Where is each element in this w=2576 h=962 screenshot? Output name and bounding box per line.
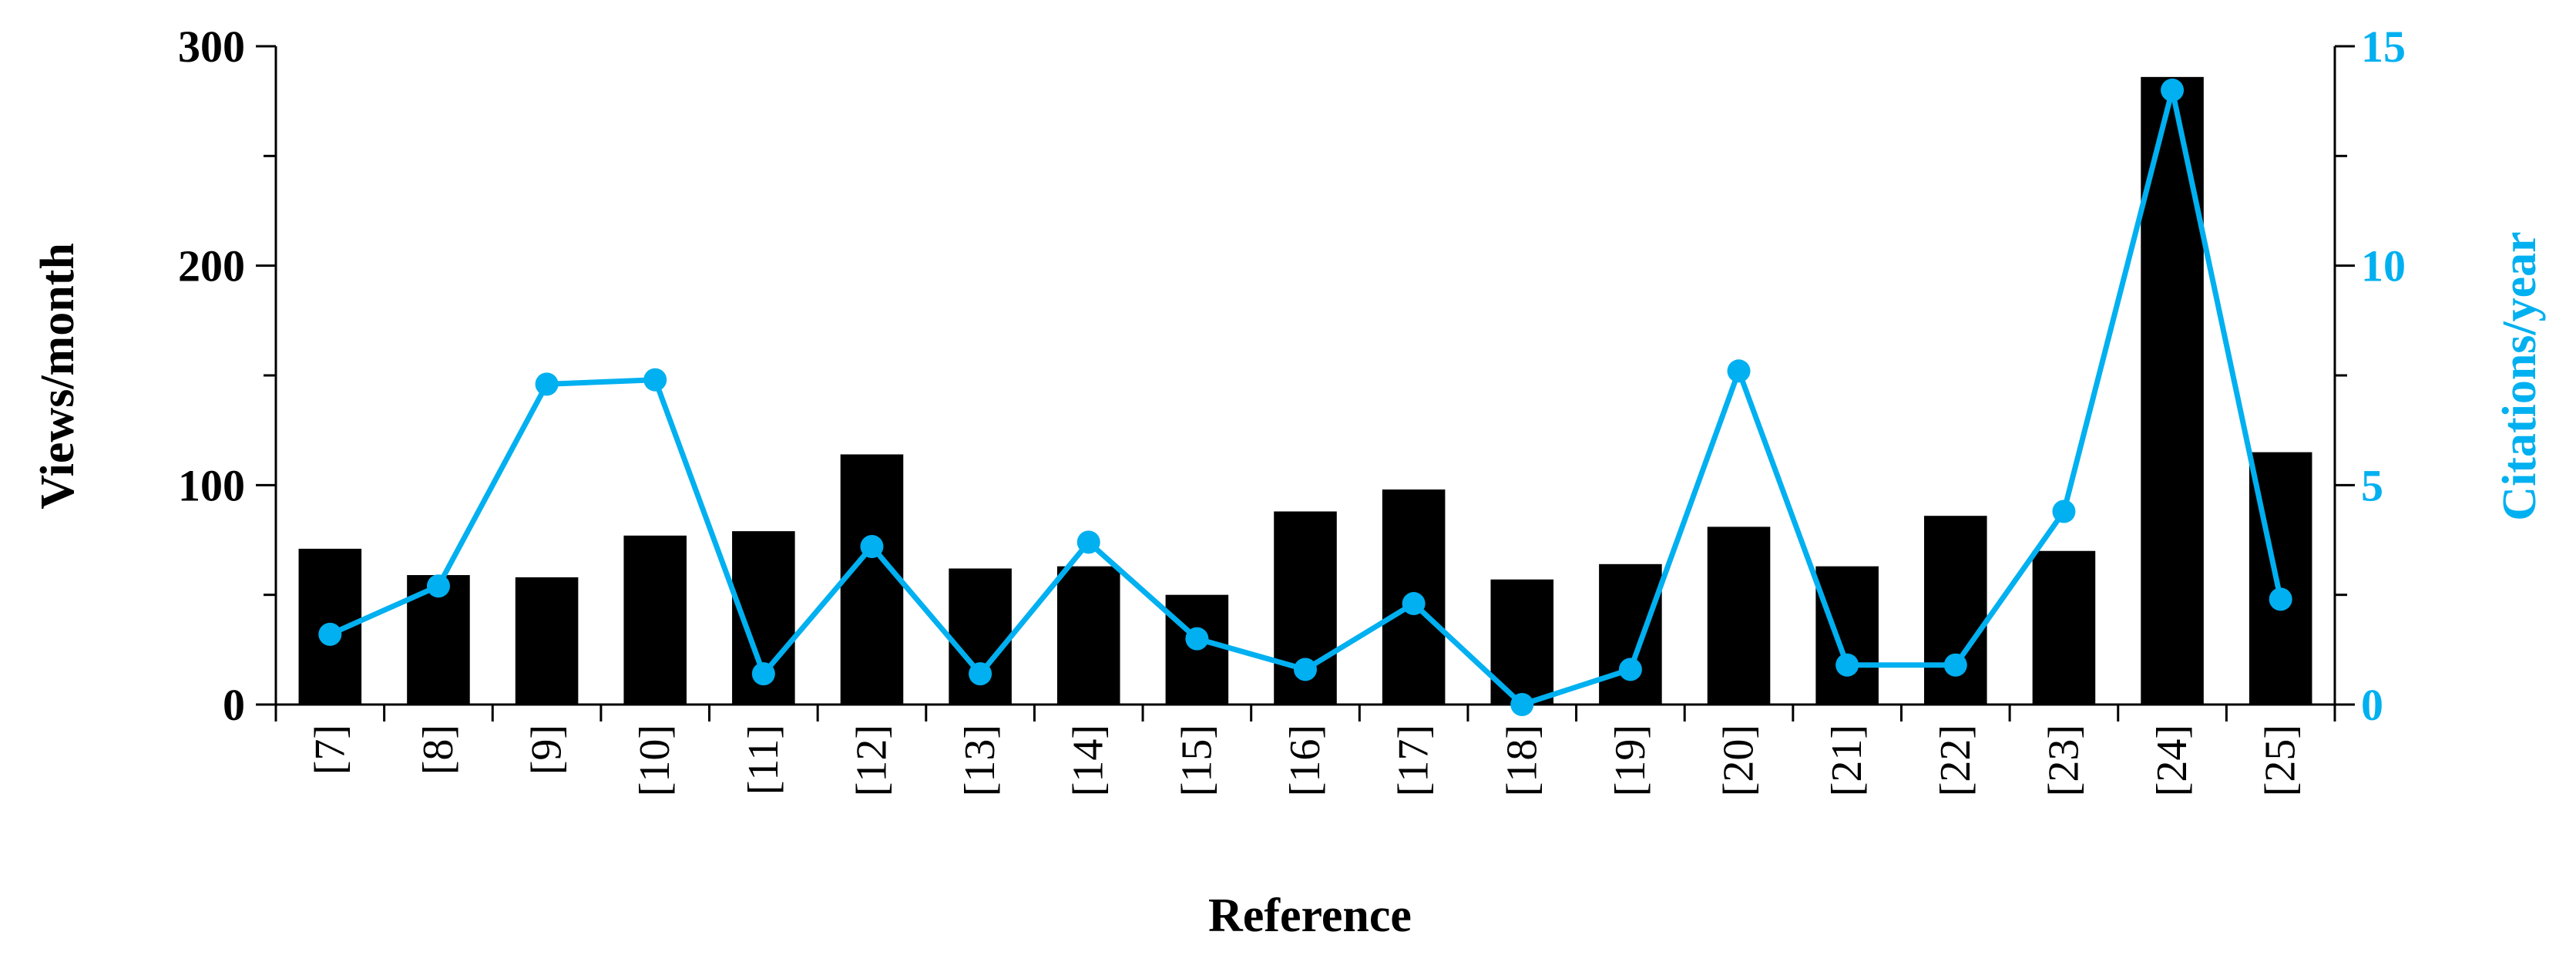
x-category-label: [9] [523, 725, 571, 775]
citations-point [1835, 653, 1859, 677]
citations-point [1943, 653, 1967, 677]
citations-point [643, 368, 667, 392]
bar [623, 535, 687, 705]
right-y-tick-label: 15 [2361, 22, 2406, 72]
citations-point [969, 662, 992, 686]
x-category-label: [7] [306, 725, 354, 775]
citations-point [1618, 658, 1642, 681]
citations-point [2269, 587, 2292, 611]
x-category-label: [11] [740, 725, 788, 795]
x-category-label: [23] [2040, 725, 2087, 796]
x-category-label: [25] [2257, 725, 2305, 796]
right-y-axis-title: Citations/year [2494, 231, 2546, 520]
x-category-label: [14] [1065, 725, 1113, 796]
citations-point [860, 535, 884, 559]
citations-point [318, 622, 342, 646]
citations-point [1076, 530, 1100, 554]
axes-layer [256, 45, 2355, 722]
x-category-label: [17] [1390, 725, 1438, 796]
citations-point [426, 574, 450, 598]
right-y-tick-label: 10 [2361, 241, 2406, 291]
citations-point [1510, 693, 1534, 716]
left-y-tick-label: 0 [223, 680, 245, 730]
x-category-label: [15] [1173, 725, 1221, 796]
x-category-label: [12] [848, 725, 895, 796]
left-y-tick-label: 200 [178, 241, 245, 291]
left-y-axis-title: Views/month [32, 243, 84, 510]
citations-point [1727, 359, 1751, 383]
x-category-label: [24] [2148, 725, 2196, 796]
x-category-label: [21] [1823, 725, 1871, 796]
x-category-label: [16] [1281, 725, 1329, 796]
bar [1707, 526, 1771, 705]
bars-layer [298, 76, 2312, 705]
left-y-tick-label: 300 [178, 22, 245, 72]
citations-point [1185, 627, 1209, 651]
x-category-label: [22] [1932, 725, 1980, 796]
bar [840, 454, 904, 705]
x-axis-title: Reference [1208, 890, 1412, 942]
bar [1056, 566, 1120, 705]
right-y-tick-label: 0 [2361, 680, 2383, 730]
citations-point [1402, 592, 1426, 616]
x-category-label: [20] [1715, 725, 1763, 796]
bar [1815, 566, 1879, 705]
x-category-label: [10] [631, 725, 679, 796]
x-category-label: [18] [1498, 725, 1546, 796]
x-category-label: [8] [415, 725, 462, 775]
bar [515, 577, 579, 705]
x-category-label: [19] [1607, 725, 1654, 796]
citations-point [751, 662, 775, 686]
citations-point [1294, 658, 1317, 681]
right-y-tick-label: 5 [2361, 460, 2383, 510]
bar [2032, 550, 2096, 705]
x-category-label: [13] [956, 725, 1004, 796]
citations-point [2161, 78, 2185, 102]
citations-point [535, 372, 559, 396]
citations-line-layer [318, 78, 2292, 716]
citations-point [2052, 500, 2076, 523]
bar [1599, 563, 1662, 705]
left-y-tick-label: 100 [178, 460, 245, 510]
labels-layer: 0 100 200 300 0 5 10 15 [7] [8] [9] [10] [11] [12] [13… [178, 22, 2406, 796]
